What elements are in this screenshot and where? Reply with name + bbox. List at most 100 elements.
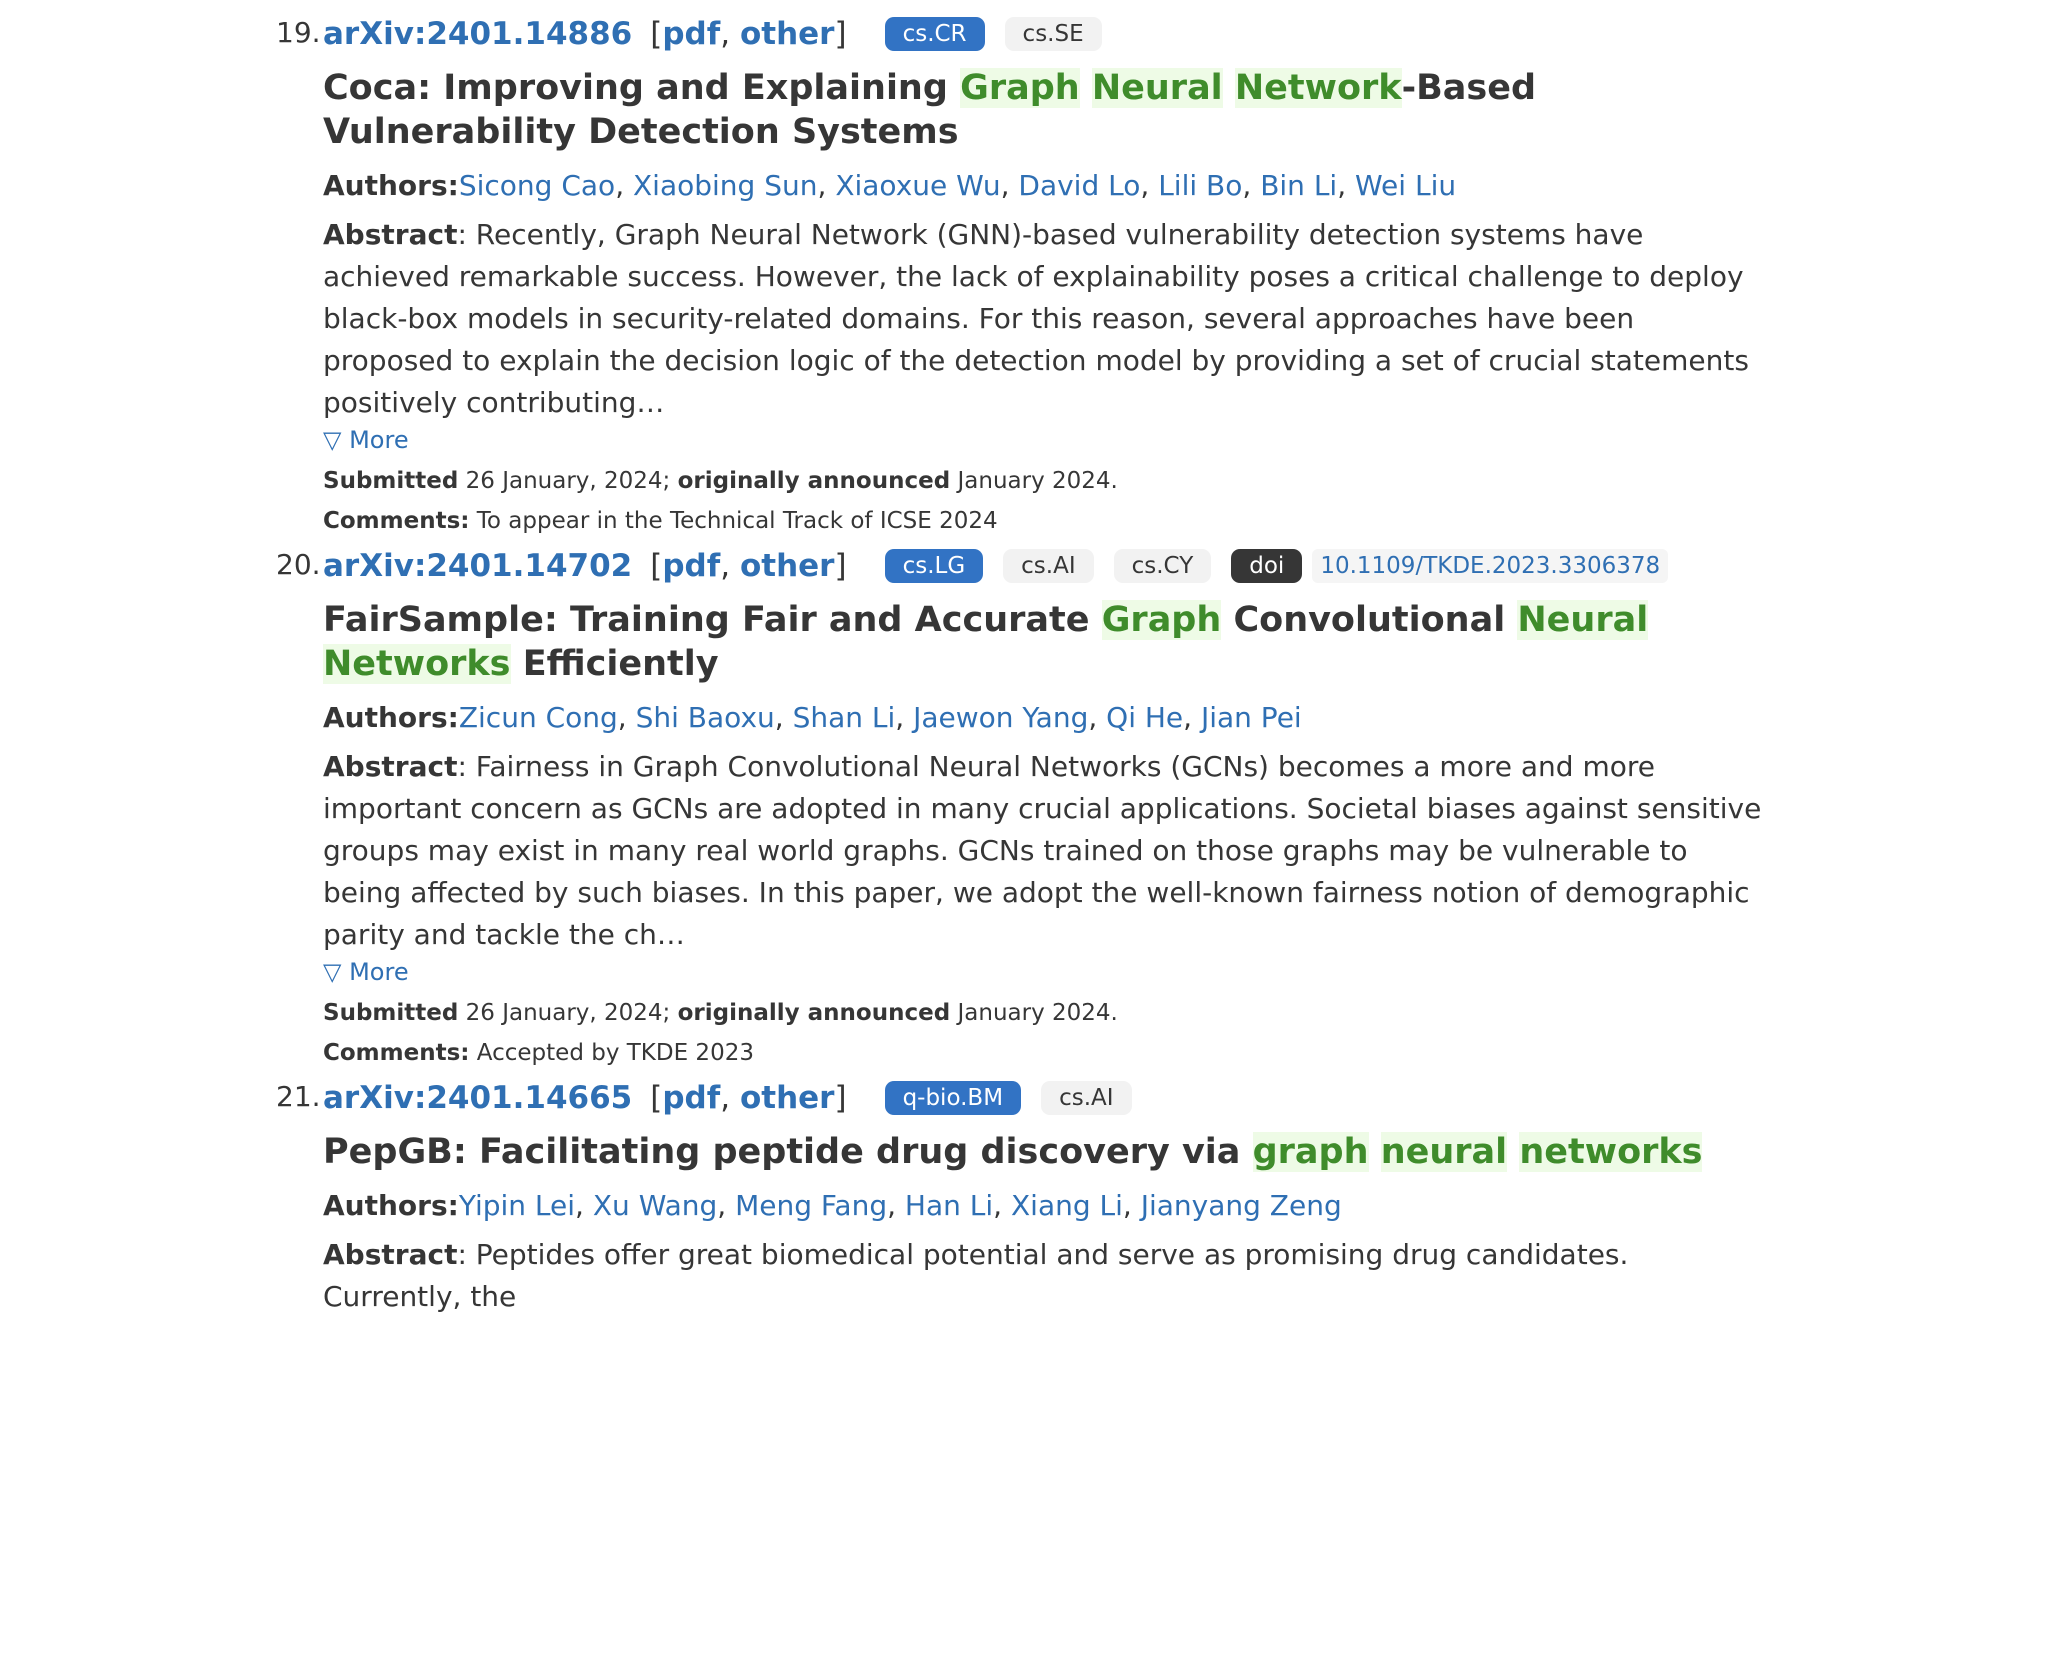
author-separator: ,	[717, 1189, 736, 1222]
author-separator: ,	[1088, 701, 1107, 734]
category-tag: cs.LG	[884, 549, 984, 583]
bracket-close: ]	[834, 16, 847, 52]
authors-label: Authors:	[323, 701, 459, 734]
result-item: 19. arXiv:2401.14886 [pdf, other] cs.CR cs.S…	[0, 0, 2048, 534]
abstract-label: Abstract	[323, 1238, 458, 1271]
format-links: [pdf, other]	[650, 1080, 846, 1116]
author-link[interactable]: Xiaobing Sun	[633, 169, 818, 202]
category-tag: cs.AI	[1003, 549, 1094, 583]
authors-line: Authors:Yipin Lei, Xu Wang, Meng Fang, H…	[323, 1186, 1763, 1226]
other-link[interactable]: other	[739, 16, 835, 52]
author-separator: ,	[1122, 1189, 1141, 1222]
bracket-open: [	[650, 548, 663, 584]
author-link[interactable]: Meng Fang	[735, 1189, 888, 1222]
author-separator: ,	[1242, 169, 1261, 202]
highlight-term: networks	[1519, 1132, 1703, 1172]
result-links: arXiv:2401.14702 [pdf, other] cs.LG cs.AI cs…	[323, 546, 1763, 586]
result-number: 19.	[276, 16, 321, 49]
authors-label: Authors:	[323, 169, 459, 202]
title-text: Convolutional	[1221, 600, 1518, 640]
arxiv-id-link[interactable]: arXiv:2401.14886	[323, 16, 633, 52]
category-tag: cs.CY	[1113, 549, 1212, 583]
other-link[interactable]: other	[739, 1080, 835, 1116]
comments: Comments: Accepted by TKDE 2023	[323, 1040, 1763, 1066]
author-link[interactable]: Xu Wang	[592, 1189, 718, 1222]
author-link[interactable]: Qi He	[1106, 701, 1184, 734]
announced-label: originally announced	[677, 468, 951, 494]
submitted-date: 26 January, 2024;	[458, 468, 678, 494]
announced-date: January 2024.	[950, 1000, 1118, 1026]
author-link[interactable]: Lili Bo	[1158, 169, 1243, 202]
arxiv-id-link[interactable]: arXiv:2401.14702	[323, 548, 633, 584]
pdf-link[interactable]: pdf	[662, 548, 721, 584]
author-link[interactable]: Yipin Lei	[458, 1189, 576, 1222]
result-title: PepGB: Facilitating peptide drug discove…	[323, 1130, 1763, 1174]
result-links: arXiv:2401.14665 [pdf, other] q-bio.BM cs.A…	[323, 1078, 1763, 1118]
result-content: arXiv:2401.14702 [pdf, other] cs.LG cs.AI cs…	[323, 532, 1763, 1066]
separator: ,	[720, 16, 740, 52]
result-item: 21. arXiv:2401.14665 [pdf, other] q-bio.BM c…	[0, 1064, 2048, 1664]
title-text	[1507, 1132, 1519, 1172]
author-link[interactable]: Shan Li	[792, 701, 896, 734]
author-separator: ,	[993, 1189, 1011, 1222]
abstract-text: : Recently, Graph Neural Network (GNN)-b…	[323, 218, 1749, 419]
result-item: 20. arXiv:2401.14702 [pdf, other] cs.LG cs.A…	[0, 532, 2048, 1066]
title-text	[1369, 1132, 1381, 1172]
abstract-label: Abstract	[323, 750, 458, 783]
author-link[interactable]: Jianyang Zeng	[1140, 1189, 1342, 1222]
comments-label: Comments:	[323, 1040, 470, 1066]
format-links: [pdf, other]	[650, 548, 846, 584]
submission-info: Submitted 26 January, 2024; originally a…	[323, 468, 1763, 494]
author-separator: ,	[617, 701, 636, 734]
highlight-term: Graph	[1101, 600, 1222, 640]
result-title: Coca: Improving and Explaining Graph Neu…	[323, 66, 1763, 154]
title-text	[1223, 68, 1235, 108]
announced-label: originally announced	[677, 1000, 951, 1026]
abstract-text: : Peptides offer great biomedical potent…	[323, 1238, 1629, 1313]
highlight-term: Neural	[1517, 600, 1649, 640]
title-text: PepGB: Facilitating peptide drug discove…	[323, 1132, 1253, 1172]
author-separator: ,	[887, 1189, 905, 1222]
submitted-label: Submitted	[323, 1000, 459, 1026]
author-link[interactable]: Bin Li	[1260, 169, 1338, 202]
author-link[interactable]: Jian Pei	[1200, 701, 1302, 734]
highlight-term: Networks	[323, 644, 511, 684]
author-link[interactable]: Wei Liu	[1355, 169, 1457, 202]
author-link[interactable]: Xiaoxue Wu	[835, 169, 1001, 202]
title-text: Coca: Improving and Explaining	[323, 68, 961, 108]
result-number: 20.	[276, 548, 321, 581]
other-link[interactable]: other	[739, 548, 835, 584]
pdf-link[interactable]: pdf	[662, 1080, 721, 1116]
more-toggle[interactable]: ▽ More	[323, 426, 409, 454]
result-number: 21.	[276, 1080, 321, 1113]
more-toggle[interactable]: ▽ More	[323, 958, 409, 986]
author-separator: ,	[615, 169, 633, 202]
bracket-close: ]	[834, 1080, 847, 1116]
pdf-link[interactable]: pdf	[662, 16, 721, 52]
author-link[interactable]: David Lo	[1018, 169, 1141, 202]
title-text	[1080, 68, 1092, 108]
bracket-open: [	[650, 1080, 663, 1116]
abstract: Abstract: Fairness in Graph Convolutiona…	[323, 746, 1763, 956]
abstract: Abstract: Recently, Graph Neural Network…	[323, 214, 1763, 424]
abstract-text: : Fairness in Graph Convolutional Neural…	[323, 750, 1762, 951]
author-link[interactable]: Shi Baoxu	[635, 701, 775, 734]
author-separator: ,	[1183, 701, 1201, 734]
authors-label: Authors:	[323, 1189, 459, 1222]
author-link[interactable]: Han Li	[904, 1189, 994, 1222]
arxiv-id-link[interactable]: arXiv:2401.14665	[323, 1080, 633, 1116]
announced-date: January 2024.	[950, 468, 1118, 494]
comments-text: Accepted by TKDE 2023	[469, 1040, 754, 1066]
author-separator: ,	[1000, 169, 1019, 202]
format-links: [pdf, other]	[650, 16, 846, 52]
separator: ,	[720, 548, 740, 584]
abstract: Abstract: Peptides offer great biomedica…	[323, 1234, 1763, 1318]
title-text: -Based Vulnerability Detection Systems	[323, 68, 1537, 152]
author-link[interactable]: Zicun Cong	[458, 701, 618, 734]
author-link[interactable]: Sicong Cao	[458, 169, 616, 202]
doi-link[interactable]: 10.1109/TKDE.2023.3306378	[1312, 549, 1669, 583]
author-link[interactable]: Jaewon Yang	[913, 701, 1089, 734]
author-link[interactable]: Xiang Li	[1010, 1189, 1123, 1222]
category-tag: cs.CR	[884, 17, 985, 51]
